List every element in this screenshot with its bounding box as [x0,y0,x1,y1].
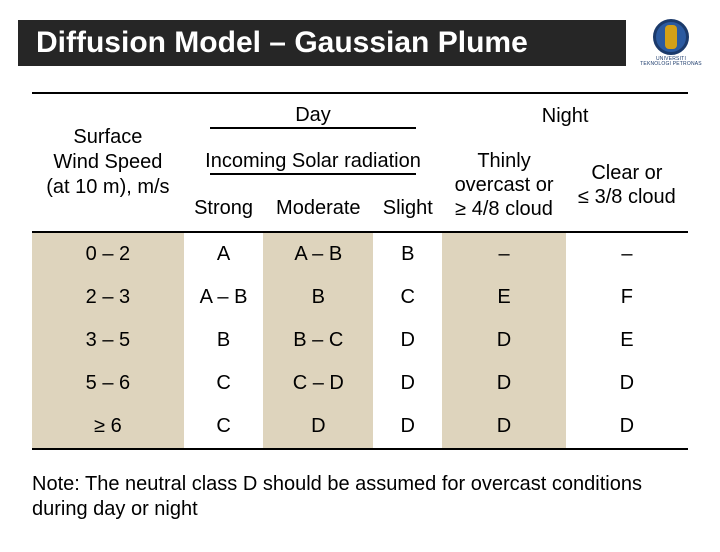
cell: A [184,232,264,276]
org-logo: UNIVERSITI TEKNOLOGI PETRONAS [640,12,702,74]
cell-ws: 0 – 2 [32,232,184,276]
header-incoming: Incoming Solar radiation [184,139,442,186]
row-header-line: Surface [73,126,142,148]
table-row: 3 – 5 B B – C D D E [32,319,688,362]
logo-text: UNIVERSITI TEKNOLOGI PETRONAS [640,57,702,67]
cell-ws: 5 – 6 [32,362,184,405]
table-row: 0 – 2 A A – B B – – [32,232,688,276]
cell: A – B [263,232,373,276]
header-slight: Slight [373,186,442,232]
header-night: Night [442,93,688,139]
header-day: Day [184,93,442,139]
header-night-col-2: Clear or ≤ 3/8 cloud [566,139,688,232]
footnote: Note: The neutral class D should be assu… [32,472,688,522]
header-strong: Strong [184,186,264,232]
cell: A – B [184,276,264,319]
cell: D [442,405,566,449]
cell: E [566,319,688,362]
cell: C [373,276,442,319]
page-title: Diffusion Model – Gaussian Plume [18,20,626,66]
cell: B [184,319,264,362]
cell: D [566,405,688,449]
cell: F [566,276,688,319]
header-night-col-1: Thinly overcast or ≥ 4/8 cloud [442,139,566,232]
cell: D [442,319,566,362]
cell: D [373,405,442,449]
cell: E [442,276,566,319]
table-row: 2 – 3 A – B B C E F [32,276,688,319]
cell: C [184,405,264,449]
cell: D [566,362,688,405]
title-bar: Diffusion Model – Gaussian Plume UNIVERS… [18,12,702,74]
row-header: Surface Wind Speed (at 10 m), m/s [32,93,184,232]
cell: D [263,405,373,449]
cell: C [184,362,264,405]
cell: – [566,232,688,276]
cell: D [373,319,442,362]
cell: B [373,232,442,276]
table-row: 5 – 6 C C – D D D D [32,362,688,405]
cell: D [442,362,566,405]
row-header-line: Wind Speed [53,151,162,173]
header-moderate: Moderate [263,186,373,232]
stability-table: Surface Wind Speed (at 10 m), m/s Day Ni… [32,92,688,450]
cell: – [442,232,566,276]
table-row: ≥ 6 C D D D D [32,405,688,449]
cell: C – D [263,362,373,405]
row-header-line: (at 10 m), m/s [46,176,169,198]
cell-ws: ≥ 6 [32,405,184,449]
cell: B – C [263,319,373,362]
cell-ws: 3 – 5 [32,319,184,362]
cell-ws: 2 – 3 [32,276,184,319]
cell: D [373,362,442,405]
cell: B [263,276,373,319]
logo-icon [653,19,689,55]
